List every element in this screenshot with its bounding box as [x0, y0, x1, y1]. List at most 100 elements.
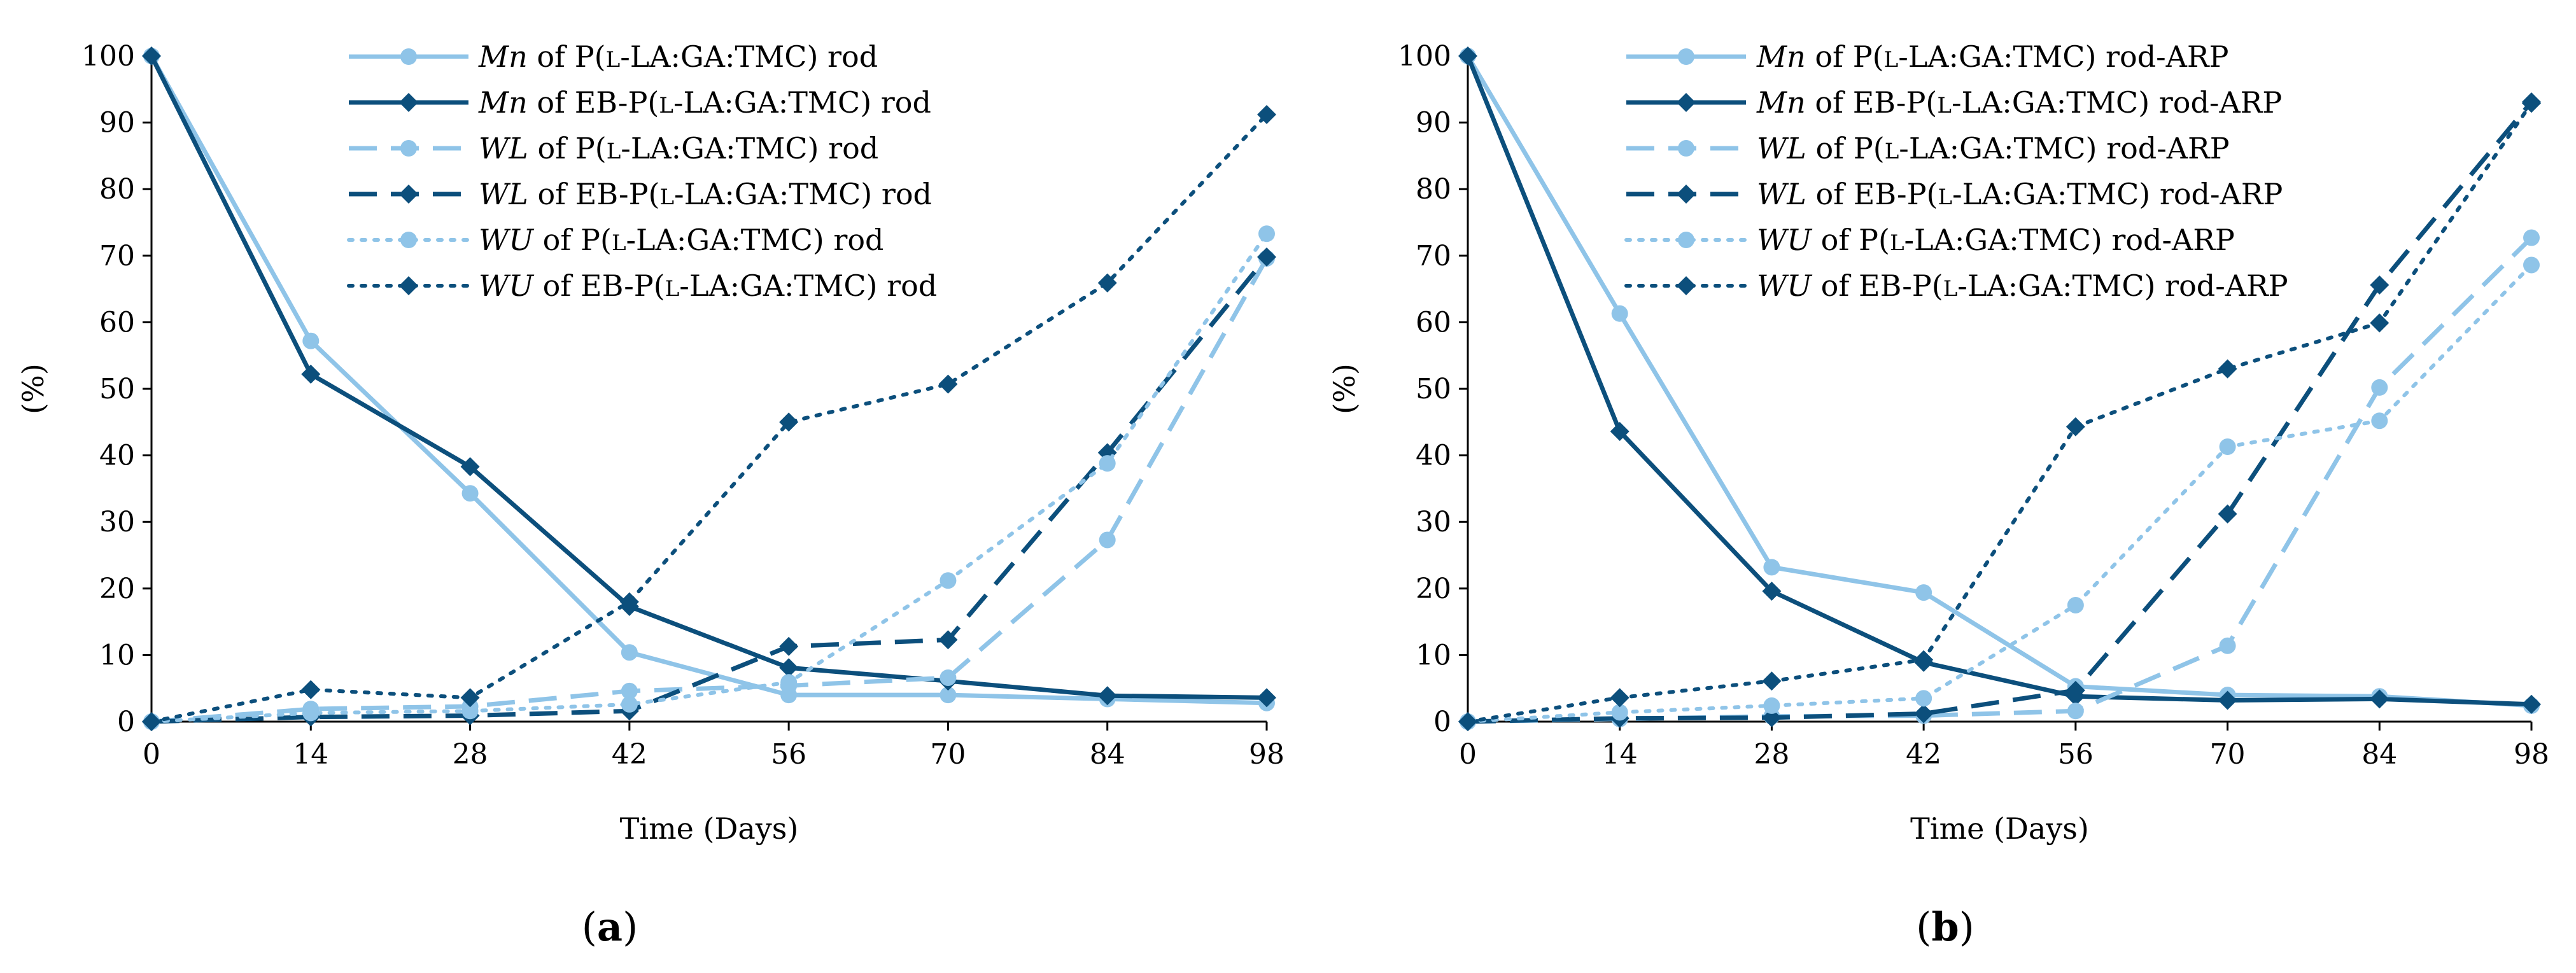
data-point-circle [302, 332, 320, 349]
data-point-diamond [2218, 504, 2237, 524]
x-tick-label: 0 [143, 738, 160, 771]
data-point-diamond [619, 592, 639, 612]
y-tick-label: 0 [117, 706, 135, 738]
data-point-circle [2219, 637, 2236, 654]
data-point-circle [1915, 690, 1932, 707]
data-point-diamond [2522, 94, 2541, 113]
series-line-mn-0 [1465, 55, 2532, 708]
data-point-diamond [142, 712, 161, 731]
data-point-circle [1763, 559, 1780, 576]
data-point-diamond [1762, 671, 1782, 691]
data-point-circle [302, 704, 320, 722]
data-point-circle [2371, 412, 2388, 430]
y-tick-label: 60 [1416, 306, 1451, 339]
legend-entry: WU of EB-P(L-LA:GA:TMC) rod-ARP [1757, 269, 2288, 303]
data-point-diamond [2066, 417, 2085, 437]
data-point-diamond [1914, 650, 1934, 669]
y-tick-label: 80 [99, 173, 135, 206]
x-tick-label: 70 [2210, 738, 2246, 771]
y-tick-label: 10 [1416, 639, 1451, 671]
data-point-circle [621, 644, 638, 661]
series-line-wu-4 [1466, 263, 2533, 724]
y-tick-label: 40 [99, 440, 135, 472]
series-line-wl-3 [1467, 100, 2533, 724]
y-tick-label: 30 [99, 506, 135, 538]
series-line-mn-0 [149, 55, 1267, 706]
y-tick-label: 90 [99, 107, 135, 139]
y-tick-label: 20 [99, 573, 135, 605]
x-tick-label: 56 [771, 738, 806, 771]
data-point-diamond [779, 412, 799, 432]
y-tick-label: 50 [1416, 373, 1451, 405]
y-tick-label: 100 [81, 40, 135, 73]
x-tick-label: 42 [612, 738, 647, 771]
x-tick-label: 14 [293, 738, 328, 771]
data-point-circle [2523, 229, 2540, 246]
data-point-diamond [301, 680, 321, 699]
legend-marker-diamond [399, 276, 418, 295]
legend-entry: Mn of P(L-LA:GA:TMC) rod-ARP [1756, 39, 2228, 74]
data-point-circle [461, 703, 479, 720]
legend-entry: WU of EB-P(L-LA:GA:TMC) rod [479, 269, 937, 303]
legend-entry: WL of EB-P(L-LA:GA:TMC) rod-ARP [1757, 177, 2283, 211]
legend-entry: Mn of P(L-LA:GA:TMC) rod [478, 39, 878, 74]
data-point-circle [940, 572, 957, 589]
data-point-diamond [2218, 690, 2237, 710]
legend-marker-diamond [399, 93, 418, 112]
legend-marker-circle [1678, 48, 1694, 65]
y-tick-label: 70 [1416, 240, 1451, 272]
data-point-circle [461, 485, 479, 502]
x-tick-label: 14 [1602, 738, 1638, 771]
data-point-diamond [460, 688, 480, 708]
series-line-mn-1 [1465, 55, 2532, 707]
y-tick-label: 50 [99, 373, 135, 405]
y-tick-label: 60 [99, 306, 135, 339]
data-point-circle [621, 682, 638, 699]
x-tick-label: 84 [1090, 738, 1125, 771]
data-point-diamond [1097, 273, 1117, 293]
x-tick-label: 70 [930, 738, 966, 771]
chart-panel-b: 0 10 20 30 40 50 60 70 80 90 100 0 14 28 42 56 70 84 98 Tim… [1327, 39, 2549, 950]
data-point-diamond [2370, 313, 2389, 333]
x-axis-label: Time (Days) [1910, 811, 2089, 846]
y-tick-label: 80 [1416, 173, 1451, 206]
legend-entry: WU of P(L-LA:GA:TMC) rod-ARP [1757, 223, 2235, 257]
y-tick-label: 90 [1416, 107, 1451, 139]
y-tick-label: 30 [1416, 506, 1451, 538]
x-tick-label: 28 [1754, 738, 1789, 771]
data-point-diamond [2066, 680, 2085, 700]
data-point-circle [621, 696, 638, 713]
data-point-diamond [938, 374, 958, 394]
data-point-circle [940, 687, 957, 704]
legend-entry: WL of EB-P(L-LA:GA:TMC) rod [479, 177, 932, 211]
x-tick-label: 98 [1249, 738, 1284, 771]
data-point-diamond [2370, 689, 2389, 709]
series-line-wu-4 [150, 232, 1269, 724]
data-point-diamond [1914, 704, 1934, 724]
x-tick-label: 84 [2361, 738, 2397, 771]
data-point-circle [2067, 596, 2084, 613]
series-line-wu-5 [1466, 101, 2533, 724]
data-point-diamond [301, 364, 321, 384]
y-tick-label: 0 [1433, 706, 1451, 738]
data-point-diamond [779, 636, 799, 656]
series-line-wl-2 [151, 257, 1269, 724]
data-point-diamond [460, 457, 480, 477]
data-point-diamond [779, 658, 799, 678]
legend-entry: WL of P(L-LA:GA:TMC) rod-ARP [1757, 131, 2230, 165]
data-point-circle [1099, 531, 1116, 549]
data-point-diamond [1257, 688, 1276, 708]
data-point-diamond [1762, 708, 1782, 727]
x-tick-label: 0 [1459, 738, 1477, 771]
data-point-circle [940, 669, 957, 686]
data-point-diamond [938, 630, 958, 650]
legend-entry: WL of P(L-LA:GA:TMC) rod [479, 131, 878, 165]
x-tick-label: 56 [2058, 738, 2094, 771]
y-tick-label: 10 [99, 639, 135, 671]
data-point-diamond [142, 46, 161, 66]
data-point-diamond [1097, 686, 1117, 706]
legend-marker-circle [400, 48, 417, 65]
legend-marker-diamond [399, 185, 418, 204]
y-axis-label: (%) [16, 363, 50, 414]
